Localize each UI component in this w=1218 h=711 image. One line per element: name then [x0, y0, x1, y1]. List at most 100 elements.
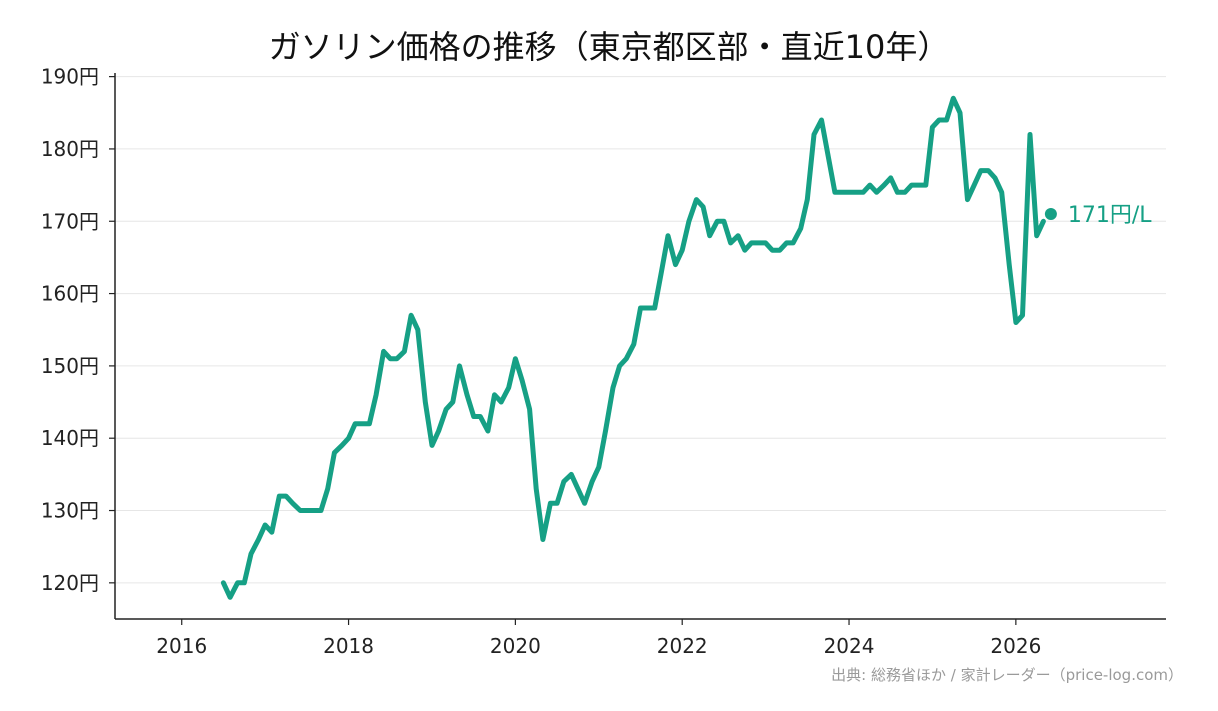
- data-point: [332, 450, 337, 455]
- data-point: [465, 392, 470, 397]
- y-tick-label: 160円: [41, 282, 99, 306]
- data-point: [444, 407, 449, 412]
- data-point: [596, 465, 601, 470]
- data-point: [499, 400, 504, 405]
- data-point: [269, 530, 274, 535]
- data-point: [888, 175, 893, 180]
- data-point: [763, 240, 768, 245]
- data-point: [228, 595, 233, 600]
- y-tick-label: 180円: [41, 137, 99, 161]
- data-point: [777, 248, 782, 253]
- data-point: [409, 313, 414, 318]
- data-point: [701, 204, 706, 209]
- data-point: [506, 385, 511, 390]
- y-tick-label: 170円: [41, 209, 99, 233]
- data-point: [832, 190, 837, 195]
- x-tick-label: 2026: [990, 634, 1041, 658]
- data-point: [575, 486, 580, 491]
- y-tick-label: 120円: [41, 571, 99, 595]
- data-point: [847, 190, 852, 195]
- data-point: [478, 414, 483, 419]
- data-point: [353, 421, 358, 426]
- x-tick-label: 2018: [323, 634, 374, 658]
- data-point: [450, 400, 455, 405]
- data-point: [540, 537, 545, 542]
- data-point: [715, 219, 720, 224]
- data-point: [423, 400, 428, 405]
- data-point: [569, 472, 574, 477]
- y-tick-label: 150円: [41, 354, 99, 378]
- data-point: [707, 233, 712, 238]
- x-tick-label: 2016: [156, 634, 207, 658]
- data-point: [339, 443, 344, 448]
- data-point: [249, 551, 254, 556]
- data-point: [1041, 219, 1046, 224]
- data-point: [861, 190, 866, 195]
- last-point-label: 171円/L: [1068, 203, 1152, 228]
- data-point: [256, 537, 261, 542]
- data-point: [1007, 262, 1012, 267]
- data-point: [993, 175, 998, 180]
- data-point: [590, 479, 595, 484]
- gridlines: [115, 76, 1166, 584]
- data-point: [325, 486, 330, 491]
- data-point: [624, 356, 629, 361]
- data-point: [485, 429, 490, 434]
- data-point: [319, 508, 324, 513]
- data-point: [686, 219, 691, 224]
- data-point: [937, 118, 942, 123]
- data-point: [436, 429, 441, 434]
- data-point: [221, 580, 226, 585]
- data-point: [242, 580, 247, 585]
- data-point: [805, 197, 810, 202]
- data-point: [798, 226, 803, 231]
- data-point: [951, 96, 956, 101]
- data-point: [304, 508, 309, 513]
- series: [220, 95, 1046, 600]
- last-point-marker: [1044, 208, 1057, 221]
- data-point: [617, 363, 622, 368]
- data-point: [527, 407, 532, 412]
- data-point: [645, 306, 650, 311]
- data-point: [284, 494, 289, 499]
- data-point: [235, 580, 240, 585]
- data-point: [840, 190, 845, 195]
- data-point: [972, 183, 977, 188]
- data-point: [263, 523, 268, 528]
- data-point: [756, 240, 761, 245]
- data-point: [415, 327, 420, 332]
- x-tick-label: 2022: [657, 634, 708, 658]
- data-point: [916, 183, 921, 188]
- data-point: [965, 197, 970, 202]
- data-point: [680, 248, 685, 253]
- source-caption: 出典: 総務省ほか / 家計レーダー（price-log.com）: [831, 666, 1183, 684]
- data-point: [736, 233, 741, 238]
- data-point: [659, 269, 664, 274]
- data-point: [471, 414, 476, 419]
- data-point: [652, 306, 657, 311]
- data-point: [346, 436, 351, 441]
- data-point: [819, 118, 824, 123]
- data-point: [791, 240, 796, 245]
- data-point: [290, 501, 295, 506]
- data-point: [853, 190, 858, 195]
- data-point: [388, 356, 393, 361]
- x-tick-label: 2020: [490, 634, 541, 658]
- data-point: [784, 240, 789, 245]
- data-point: [555, 501, 560, 506]
- data-point: [673, 262, 678, 267]
- data-point: [492, 392, 497, 397]
- data-point: [394, 356, 399, 361]
- data-point: [277, 494, 282, 499]
- data-point: [430, 443, 435, 448]
- data-point: [812, 132, 817, 137]
- data-point: [728, 240, 733, 245]
- data-point: [986, 168, 991, 173]
- data-point: [513, 356, 518, 361]
- data-point: [882, 183, 887, 188]
- data-point: [631, 342, 636, 347]
- data-point: [381, 349, 386, 354]
- data-point: [944, 118, 949, 123]
